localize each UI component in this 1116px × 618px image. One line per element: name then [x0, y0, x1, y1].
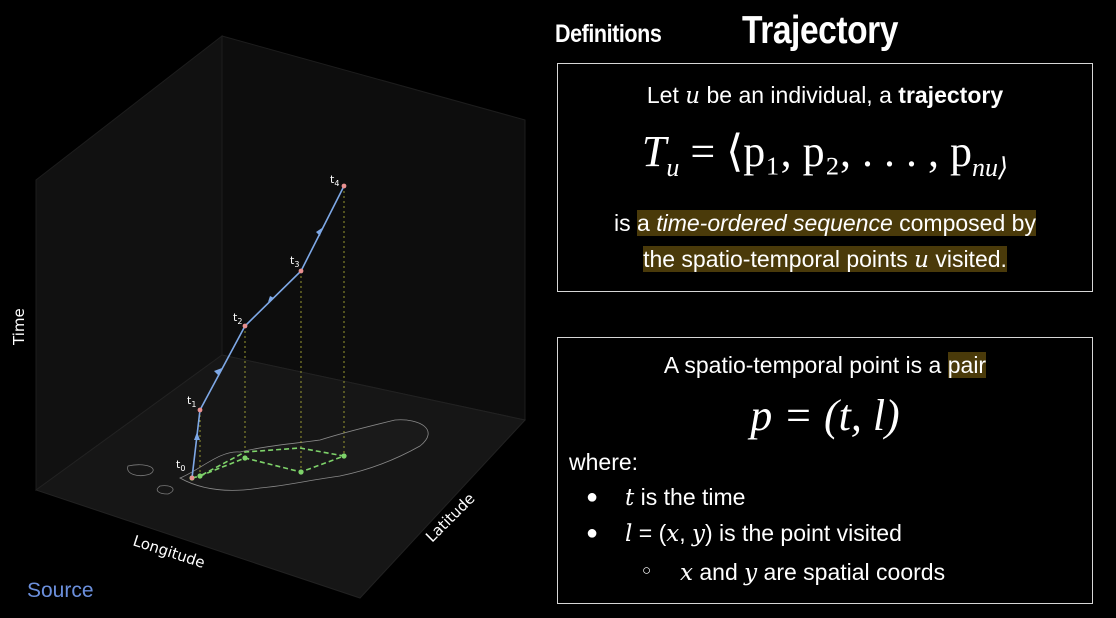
- bullet-dot: ●: [586, 522, 599, 544]
- where-label: where:: [569, 449, 639, 475]
- sub-bullet-circle: ○: [642, 562, 652, 579]
- sub-bullet-coords: x and y are spatial coords: [680, 559, 946, 586]
- map-outline-2: [127, 464, 174, 495]
- definition-intro: Let u be an individual, a trajectory: [646, 82, 1004, 109]
- axis-label-time: Time: [10, 308, 28, 346]
- side-wall: [221, 35, 526, 421]
- bullet-time: t is the time: [625, 484, 746, 511]
- trajectory-points: [189, 183, 347, 481]
- point-formula: p = (t, l): [750, 391, 900, 440]
- bullet-dot: ●: [586, 486, 599, 508]
- point-intro: A spatio-temporal point is a pair: [663, 352, 987, 378]
- point-definition-box: A spatio-temporal point is a pair p = (t…: [557, 337, 1093, 604]
- section-label: Definitions: [555, 20, 662, 48]
- point-label-t1: t1: [187, 394, 196, 409]
- trajectory-arrows: [194, 228, 322, 440]
- trajectory-3d-figure: t0 t1 t2 t3 t4 Time Longitude Latitude: [10, 34, 526, 599]
- definition-line-4: the spatio-temporal points u visited.: [643, 246, 1007, 273]
- point-label-t0: t0: [176, 458, 185, 473]
- definition-line-3: is a time-ordered sequence composed by: [614, 210, 1036, 236]
- source-link[interactable]: Source: [27, 579, 94, 602]
- trajectory-definition-box: Let u be an individual, a trajectory Tu …: [557, 63, 1093, 292]
- trajectory-formula: Tu = ⟨p₁, p₂, . . . , pnu⟩: [641, 127, 1009, 182]
- point-label-t4: t4: [330, 173, 339, 188]
- projection-path: [191, 447, 348, 479]
- page-title: Trajectory: [742, 9, 899, 52]
- point-label-t3: t3: [290, 254, 299, 269]
- point-label-t2: t2: [233, 311, 242, 326]
- bullet-location: l = (x, y) is the point visited: [625, 520, 902, 547]
- projection-lines: [199, 186, 345, 476]
- map-outline: [179, 419, 429, 491]
